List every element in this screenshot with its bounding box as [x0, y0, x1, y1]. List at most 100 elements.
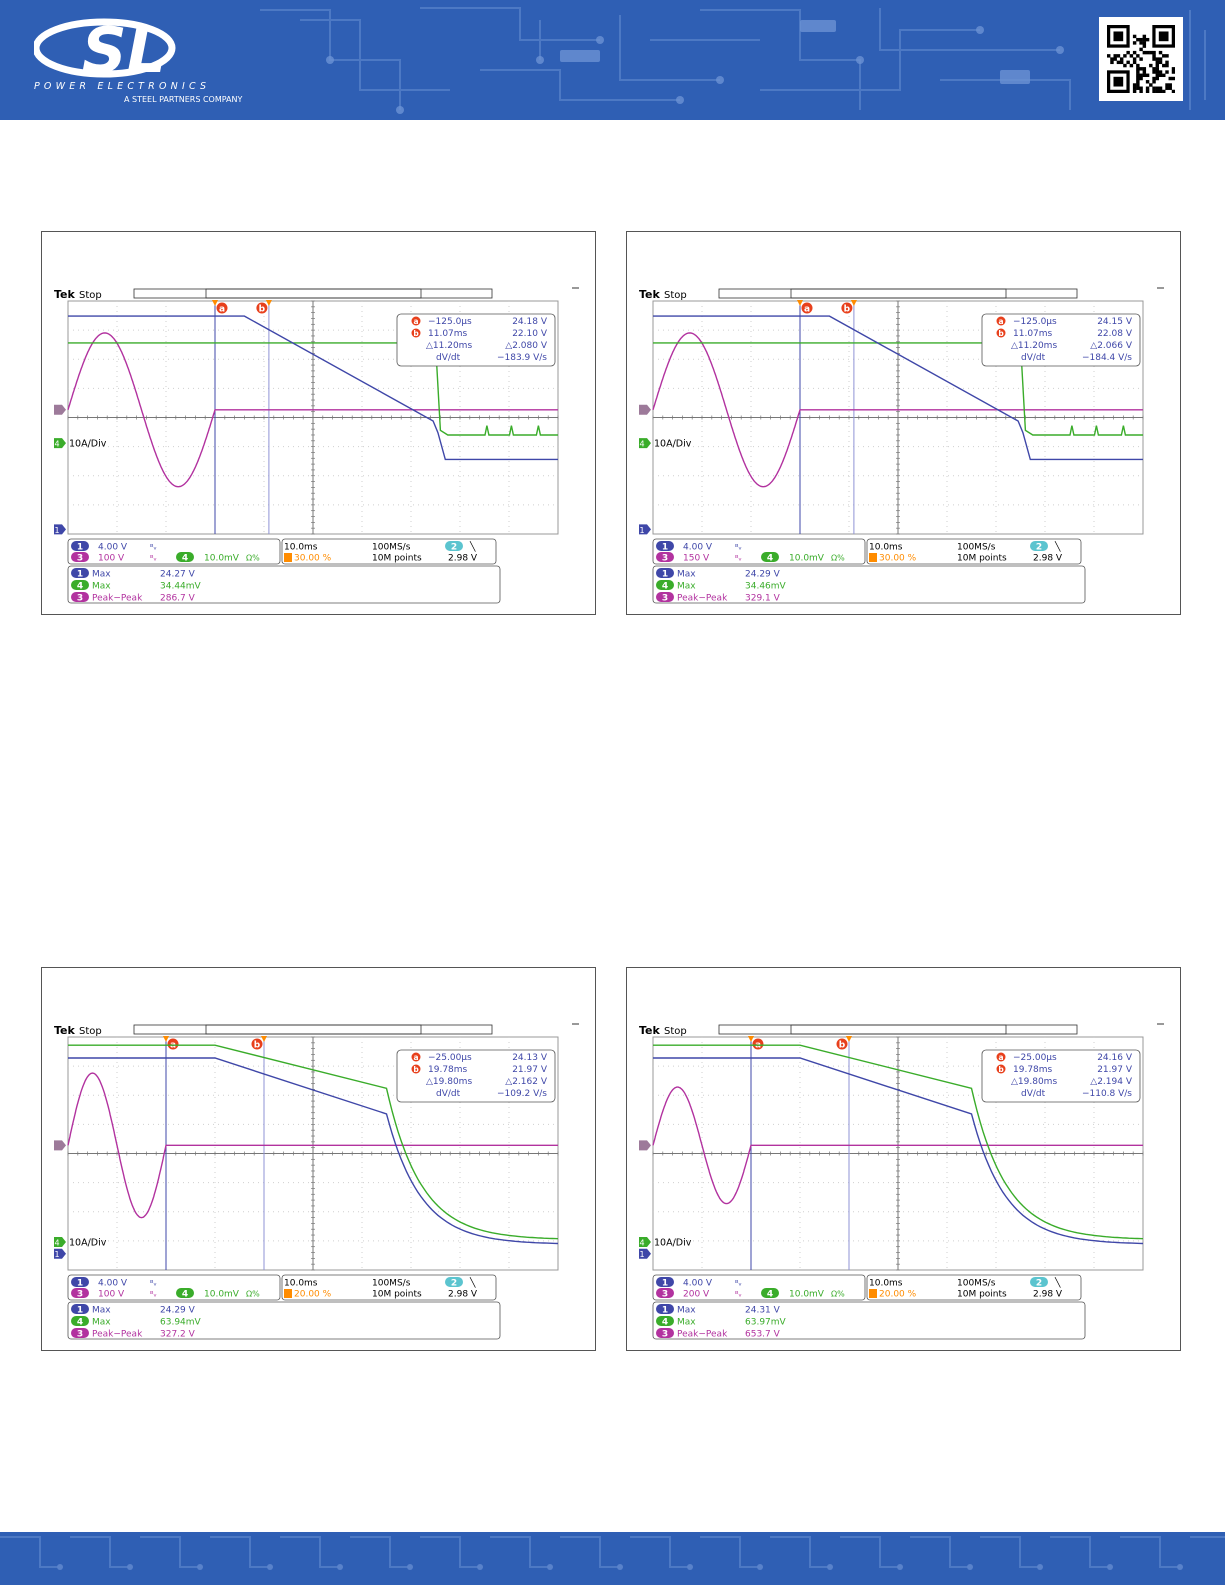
ch2-trigger-badge	[1030, 541, 1048, 551]
qr-module	[1158, 89, 1163, 93]
trigger-pos-icon	[284, 1289, 292, 1298]
cursor-b-label: b	[844, 305, 851, 315]
measurement-name: Max	[677, 1306, 696, 1316]
qr-module	[1142, 37, 1147, 42]
measurement-box	[652, 1301, 1086, 1340]
scope-state: Stop	[664, 1026, 687, 1037]
qr-module	[1145, 80, 1150, 84]
qr-module	[1162, 73, 1166, 78]
current-scale-label: 10A/Div	[654, 439, 692, 450]
readout-b-value: 22.10 V	[512, 329, 548, 339]
timebase-box	[281, 538, 497, 565]
measurement-0-badge	[71, 1304, 89, 1314]
qr-module	[1139, 41, 1143, 45]
record-bar	[718, 1024, 1078, 1035]
qr-module	[1152, 89, 1156, 93]
qr-module	[1136, 70, 1140, 74]
qr-module	[1116, 60, 1121, 65]
qr-module	[1145, 86, 1150, 90]
qr-module	[1132, 57, 1137, 61]
footer-trace	[1190, 1536, 1225, 1538]
readout-delta-value: △2.066 V	[1090, 341, 1133, 351]
footer-trace	[700, 1536, 760, 1568]
measurement-box	[67, 565, 501, 604]
measurement-2-badge	[71, 592, 89, 602]
measurement-2-badge-label: 3	[77, 1330, 83, 1340]
scope-state: Stop	[79, 290, 102, 301]
qr-code[interactable]	[1099, 17, 1183, 101]
footer-pad	[267, 1564, 273, 1570]
qr-module	[1145, 89, 1150, 93]
cursor-b-label: b	[839, 1041, 846, 1051]
ch3-bw-icon: ᴮᵥ	[150, 1290, 157, 1299]
qr-module	[1152, 76, 1156, 81]
footer-pad	[1177, 1564, 1183, 1570]
readout-a-label: a	[413, 317, 418, 326]
measurement-value: 63.97mV	[745, 1318, 787, 1328]
readout-a-badge	[996, 316, 1006, 326]
qr-module	[1142, 34, 1147, 39]
ch1-scale-value: 4.00 V	[683, 543, 713, 553]
measurement-readout: 1 Max 24.29 V 4 Max 63.94mV 3 Peak−Peak 327.2 V	[67, 1301, 501, 1340]
qr-module	[1152, 70, 1156, 74]
footer-pad	[407, 1564, 413, 1570]
logo-subline: A STEEL PARTNERS COMPANY	[124, 95, 243, 104]
readout-b-label: b	[413, 329, 419, 338]
footer-pad	[617, 1564, 623, 1570]
readout-b-label: b	[998, 1065, 1004, 1074]
cursor-a-marker	[212, 300, 218, 306]
readout-rate-label: dV/dt	[436, 353, 461, 363]
footer-pad	[687, 1564, 693, 1570]
measurement-readout: 1 Max 24.29 V 4 Max 34.46mV 3 Peak−Peak 329.1 V	[652, 565, 1086, 604]
cursor-b-badge	[251, 1038, 263, 1050]
ch4-ground-marker	[639, 1237, 651, 1248]
ch4-ground-label: 4	[54, 440, 59, 449]
measurement-2-badge-label: 3	[77, 594, 83, 604]
qr-module	[1132, 83, 1137, 87]
ch3-scale-value: 150 V	[683, 554, 710, 564]
qr-module	[1155, 73, 1160, 78]
timebase-box	[281, 1274, 497, 1301]
readout-b-label: b	[413, 1065, 419, 1074]
readout-rate-value: −184.4 V/s	[1082, 353, 1132, 363]
record-window	[790, 288, 1007, 299]
qr-module	[1165, 70, 1169, 74]
trigger-pos: 20.00 %	[879, 1290, 917, 1300]
cursor-readout: ab −125.0μs 24.15 V 11.07ms 22.08 V △11.20ms △…	[981, 313, 1141, 367]
measurement-name: Max	[92, 1306, 111, 1316]
readout-b-badge	[996, 328, 1006, 338]
ch4-scale-badge	[761, 552, 779, 562]
cursor-b-marker	[265, 300, 272, 306]
measurement-1-badge-label: 4	[662, 1318, 668, 1328]
record-length: 10M points	[957, 554, 1007, 564]
cursor-b-badge	[836, 1038, 848, 1050]
measurement-value: 653.7 V	[745, 1330, 781, 1340]
qr-module	[1139, 67, 1143, 71]
qr-module	[1132, 50, 1137, 55]
ch2-trigger-badge-label: 2	[1036, 543, 1042, 553]
cursor-a-badge	[216, 302, 228, 314]
time-div: 10.0ms	[284, 543, 318, 553]
ch2-trigger-badge-label: 2	[451, 1279, 457, 1289]
cursor-b-label: b	[259, 305, 266, 315]
record-length: 10M points	[372, 554, 422, 564]
ch4-scale-badge	[761, 1288, 779, 1298]
qr-module	[1136, 86, 1140, 90]
qr-module	[1132, 41, 1137, 45]
qr-module	[1168, 86, 1172, 90]
measurement-value: 63.94mV	[160, 1318, 202, 1328]
footer-trace	[630, 1536, 690, 1568]
time-div: 10.0ms	[284, 1279, 318, 1289]
company-logo: SL POWER ELECTRONICS A STEEL PARTNERS CO…	[34, 14, 244, 104]
readout-box	[396, 1049, 556, 1103]
measurement-value: 329.1 V	[745, 594, 781, 604]
readout-a-value: 24.16 V	[1097, 1053, 1133, 1063]
qr-module	[1158, 50, 1163, 55]
ch1-trace	[653, 1057, 1144, 1245]
measurement-1-badge-label: 4	[77, 1318, 83, 1328]
qr-module	[1149, 83, 1153, 87]
readout-a-label: a	[998, 1053, 1003, 1062]
measurement-1-badge-label: 4	[77, 582, 83, 592]
measurement-name: Peak−Peak	[677, 1330, 728, 1340]
ch1-bw-icon: ᴮᵥ	[150, 543, 157, 552]
